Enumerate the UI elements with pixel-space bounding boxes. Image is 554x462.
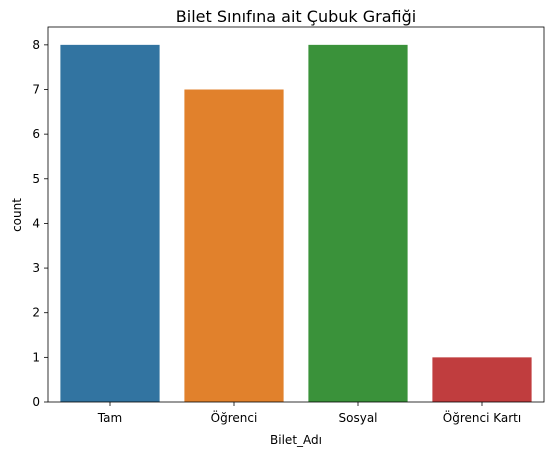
x-tick-label: Sosyal <box>339 411 378 425</box>
bar-2 <box>184 89 284 402</box>
y-tick-label: 4 <box>32 216 40 230</box>
x-axis: Tam Öğrenci Sosyal Öğrenci Kartı <box>97 402 521 425</box>
bar-3 <box>308 44 408 402</box>
x-tick-label: Öğrenci <box>211 409 258 425</box>
x-axis-label: Bilet_Adı <box>270 433 322 447</box>
bar-4 <box>432 357 532 402</box>
x-tick-label: Tam <box>97 411 122 425</box>
y-tick-label: 5 <box>32 172 40 186</box>
y-tick-label: 3 <box>32 261 40 275</box>
y-tick-label: 2 <box>32 306 40 320</box>
y-tick-label: 8 <box>32 38 40 52</box>
bar-1 <box>60 44 160 402</box>
y-axis: 0 1 2 3 4 5 6 7 8 <box>32 38 48 409</box>
y-axis-label: count <box>10 198 24 232</box>
plot-frame <box>47 26 545 403</box>
y-tick-label: 0 <box>32 395 40 409</box>
y-tick-label: 7 <box>32 83 40 97</box>
bars-group <box>60 44 532 402</box>
y-tick-label: 1 <box>32 350 40 364</box>
y-tick-label: 6 <box>32 127 40 141</box>
x-tick-label: Öğrenci Kartı <box>443 409 521 425</box>
chart-title: Bilet Sınıfına ait Çubuk Grafiği <box>176 7 416 26</box>
